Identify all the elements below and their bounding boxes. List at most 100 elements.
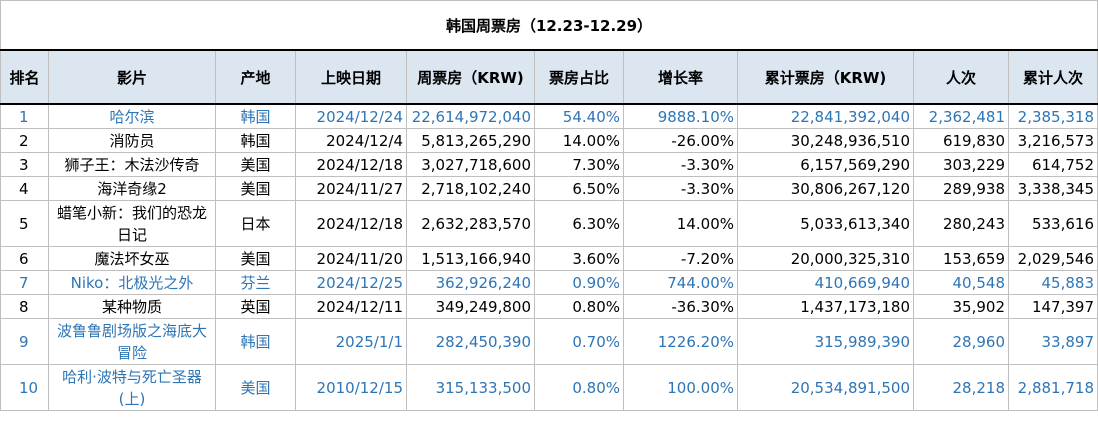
cell-growth[interactable]: 9888.10% (623, 103, 738, 129)
cell-release-date[interactable]: 2024/11/20 (295, 246, 407, 271)
header-share[interactable]: 票房占比 (534, 49, 624, 105)
cell-rank[interactable]: 10 (0, 364, 49, 411)
cell-release-date[interactable]: 2024/12/25 (295, 270, 407, 295)
cell-total-admissions[interactable]: 33,897 (1008, 318, 1098, 365)
header-admissions[interactable]: 人次 (913, 49, 1009, 105)
cell-growth[interactable]: -7.20% (623, 246, 738, 271)
cell-total-box-office[interactable]: 20,534,891,500 (737, 364, 914, 411)
cell-total-admissions[interactable]: 45,883 (1008, 270, 1098, 295)
cell-weekly-box-office[interactable]: 315,133,500 (406, 364, 535, 411)
cell-release-date[interactable]: 2024/12/18 (295, 200, 407, 247)
cell-growth[interactable]: 14.00% (623, 200, 738, 247)
cell-share[interactable]: 6.50% (534, 176, 624, 201)
cell-total-box-office[interactable]: 6,157,569,290 (737, 152, 914, 177)
cell-total-box-office[interactable]: 315,989,390 (737, 318, 914, 365)
cell-total-box-office[interactable]: 410,669,940 (737, 270, 914, 295)
cell-growth[interactable]: -3.30% (623, 152, 738, 177)
table-row[interactable]: 4 海洋奇缘2 美国 2024/11/27 2,718,102,240 6.50% -3.3… (0, 176, 1098, 201)
cell-admissions[interactable]: 153,659 (913, 246, 1009, 271)
header-film[interactable]: 影片 (48, 49, 216, 105)
cell-total-admissions[interactable]: 3,338,345 (1008, 176, 1098, 201)
table-row[interactable]: 2 消防员 韩国 2024/12/4 5,813,265,290 14.00% -26.00… (0, 128, 1098, 153)
cell-growth[interactable]: 100.00% (623, 364, 738, 411)
cell-admissions[interactable]: 40,548 (913, 270, 1009, 295)
cell-total-admissions[interactable]: 2,029,546 (1008, 246, 1098, 271)
cell-origin[interactable]: 美国 (215, 246, 296, 271)
cell-share[interactable]: 14.00% (534, 128, 624, 153)
cell-origin[interactable]: 韩国 (215, 128, 296, 153)
table-row[interactable]: 1 哈尔滨 韩国 2024/12/24 22,614,972,040 54.40% 9888… (0, 103, 1098, 129)
cell-total-box-office[interactable]: 22,841,392,040 (737, 103, 914, 129)
table-row[interactable]: 10 哈利·波特与死亡圣器(上) 美国 2010/12/15 315,133,500 0.… (0, 364, 1098, 411)
table-row[interactable]: 9 波鲁鲁剧场版之海底大冒险 韩国 2025/1/1 282,450,390 0.70% 1… (0, 318, 1098, 365)
cell-admissions[interactable]: 303,229 (913, 152, 1009, 177)
cell-weekly-box-office[interactable]: 3,027,718,600 (406, 152, 535, 177)
cell-rank[interactable]: 1 (0, 103, 49, 129)
table-row[interactable]: 7 Niko：北极光之外 芬兰 2024/12/25 362,926,240 0.90% 7… (0, 270, 1098, 295)
cell-origin[interactable]: 美国 (215, 364, 296, 411)
cell-rank[interactable]: 3 (0, 152, 49, 177)
cell-release-date[interactable]: 2025/1/1 (295, 318, 407, 365)
cell-origin[interactable]: 芬兰 (215, 270, 296, 295)
cell-rank[interactable]: 9 (0, 318, 49, 365)
cell-total-box-office[interactable]: 1,437,173,180 (737, 294, 914, 319)
cell-film[interactable]: 波鲁鲁剧场版之海底大冒险 (48, 318, 216, 365)
cell-share[interactable]: 0.90% (534, 270, 624, 295)
cell-origin[interactable]: 美国 (215, 176, 296, 201)
cell-growth[interactable]: 744.00% (623, 270, 738, 295)
table-row[interactable]: 6 魔法坏女巫 美国 2024/11/20 1,513,166,940 3.60% -7.2… (0, 246, 1098, 271)
cell-origin[interactable]: 英国 (215, 294, 296, 319)
cell-film[interactable]: 狮子王：木法沙传奇 (48, 152, 216, 177)
cell-rank[interactable]: 8 (0, 294, 49, 319)
cell-origin[interactable]: 韩国 (215, 103, 296, 129)
header-origin[interactable]: 产地 (215, 49, 296, 105)
cell-film[interactable]: 哈尔滨 (48, 103, 216, 129)
table-row[interactable]: 5 蜡笔小新：我们的恐龙日记 日本 2024/12/18 2,632,283,570 6.… (0, 200, 1098, 247)
cell-total-admissions[interactable]: 2,385,318 (1008, 103, 1098, 129)
cell-total-admissions[interactable]: 147,397 (1008, 294, 1098, 319)
cell-rank[interactable]: 4 (0, 176, 49, 201)
cell-rank[interactable]: 2 (0, 128, 49, 153)
cell-weekly-box-office[interactable]: 22,614,972,040 (406, 103, 535, 129)
cell-growth[interactable]: 1226.20% (623, 318, 738, 365)
cell-share[interactable]: 7.30% (534, 152, 624, 177)
cell-total-box-office[interactable]: 30,248,936,510 (737, 128, 914, 153)
cell-share[interactable]: 6.30% (534, 200, 624, 247)
cell-total-admissions[interactable]: 3,216,573 (1008, 128, 1098, 153)
cell-total-admissions[interactable]: 614,752 (1008, 152, 1098, 177)
cell-admissions[interactable]: 28,218 (913, 364, 1009, 411)
cell-admissions[interactable]: 280,243 (913, 200, 1009, 247)
cell-origin[interactable]: 韩国 (215, 318, 296, 365)
cell-film[interactable]: 消防员 (48, 128, 216, 153)
cell-share[interactable]: 0.80% (534, 364, 624, 411)
cell-film[interactable]: 哈利·波特与死亡圣器(上) (48, 364, 216, 411)
cell-share[interactable]: 54.40% (534, 103, 624, 129)
cell-release-date[interactable]: 2024/12/11 (295, 294, 407, 319)
cell-weekly-box-office[interactable]: 2,632,283,570 (406, 200, 535, 247)
cell-total-admissions[interactable]: 533,616 (1008, 200, 1098, 247)
cell-film[interactable]: 某种物质 (48, 294, 216, 319)
cell-weekly-box-office[interactable]: 5,813,265,290 (406, 128, 535, 153)
cell-weekly-box-office[interactable]: 362,926,240 (406, 270, 535, 295)
cell-release-date[interactable]: 2010/12/15 (295, 364, 407, 411)
cell-growth[interactable]: -3.30% (623, 176, 738, 201)
cell-total-box-office[interactable]: 30,806,267,120 (737, 176, 914, 201)
cell-admissions[interactable]: 35,902 (913, 294, 1009, 319)
cell-admissions[interactable]: 289,938 (913, 176, 1009, 201)
cell-film[interactable]: 海洋奇缘2 (48, 176, 216, 201)
cell-total-admissions[interactable]: 2,881,718 (1008, 364, 1098, 411)
cell-origin[interactable]: 美国 (215, 152, 296, 177)
cell-origin[interactable]: 日本 (215, 200, 296, 247)
cell-film[interactable]: Niko：北极光之外 (48, 270, 216, 295)
cell-release-date[interactable]: 2024/12/24 (295, 103, 407, 129)
cell-growth[interactable]: -36.30% (623, 294, 738, 319)
cell-total-box-office[interactable]: 20,000,325,310 (737, 246, 914, 271)
cell-film[interactable]: 蜡笔小新：我们的恐龙日记 (48, 200, 216, 247)
cell-weekly-box-office[interactable]: 1,513,166,940 (406, 246, 535, 271)
header-growth[interactable]: 增长率 (623, 49, 738, 105)
cell-admissions[interactable]: 28,960 (913, 318, 1009, 365)
cell-rank[interactable]: 6 (0, 246, 49, 271)
table-row[interactable]: 8 某种物质 英国 2024/12/11 349,249,800 0.80% -36.30%… (0, 294, 1098, 319)
cell-rank[interactable]: 7 (0, 270, 49, 295)
header-total-admissions[interactable]: 累计人次 (1008, 49, 1098, 105)
